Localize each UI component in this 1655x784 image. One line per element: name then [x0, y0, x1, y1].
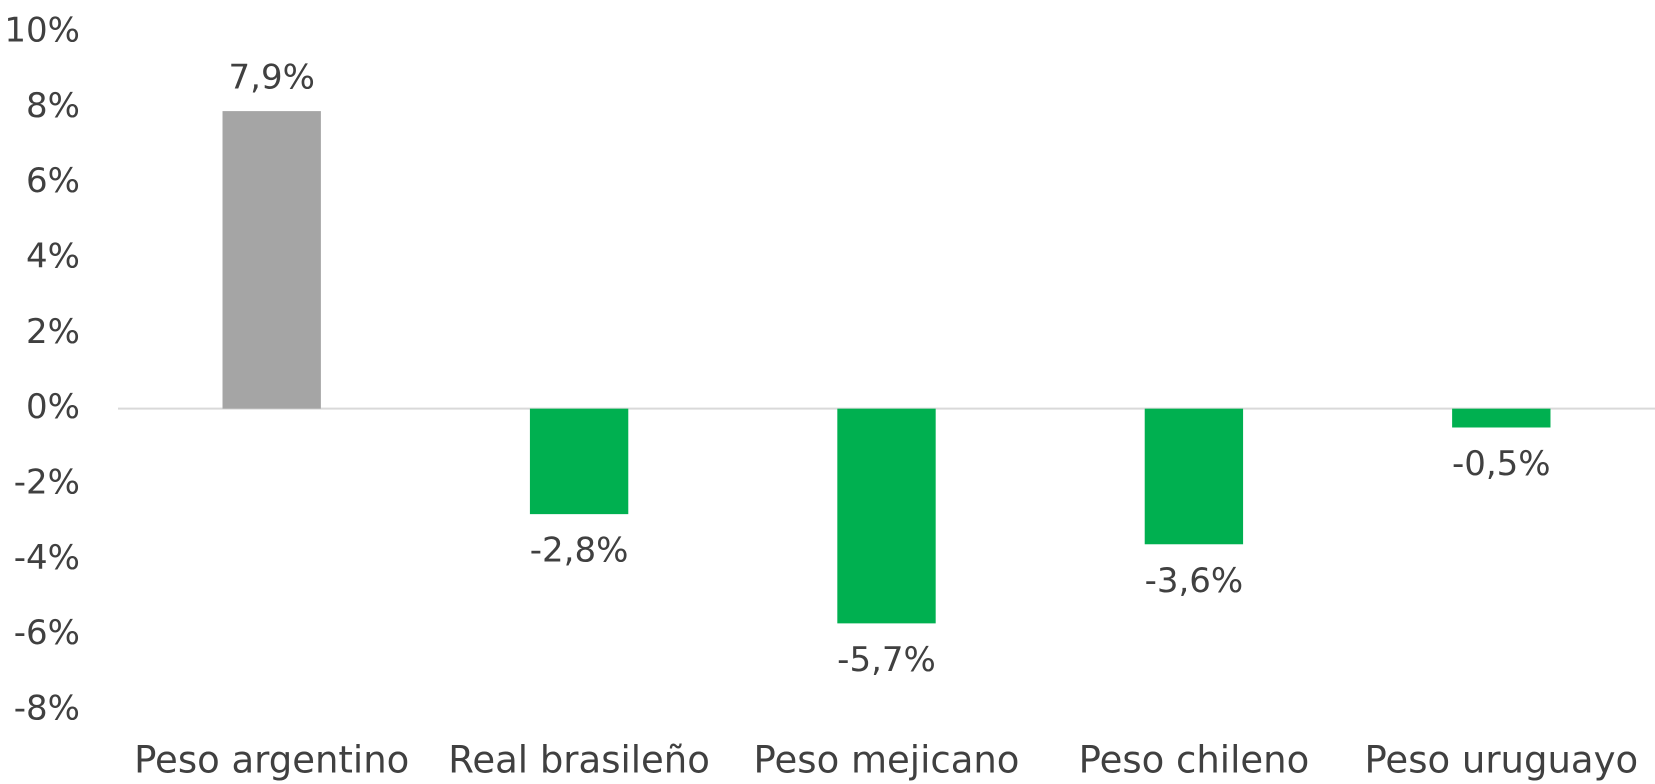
x-tick-label: Peso uruguayo [1364, 739, 1638, 782]
y-tick-label: 8% [26, 86, 80, 126]
x-tick-label: Peso chileno [1079, 739, 1310, 782]
y-tick-label: -4% [14, 538, 80, 578]
x-tick-label: Peso mejicano [754, 739, 1020, 782]
bar [837, 408, 936, 624]
value-label: -3,6% [1145, 561, 1244, 601]
y-tick-label: 6% [26, 161, 80, 201]
value-label: -5,7% [837, 640, 936, 680]
y-tick-label: 10% [4, 11, 80, 51]
bar [529, 408, 629, 515]
y-tick-label: -2% [14, 463, 80, 503]
bar [1452, 408, 1551, 428]
y-tick-label: 2% [26, 312, 80, 352]
value-label: -0,5% [1452, 444, 1551, 484]
x-tick-label: Real brasileño [448, 739, 710, 782]
value-label: 7,9% [229, 58, 315, 98]
x-tick-label: Peso argentino [134, 739, 409, 782]
y-tick-label: -8% [14, 689, 80, 729]
y-tick-label: 4% [26, 237, 80, 277]
bar [1144, 408, 1244, 545]
y-tick-label: -6% [14, 613, 80, 653]
y-tick-label: 0% [26, 387, 80, 427]
bar [222, 111, 321, 409]
value-label: -2,8% [530, 531, 629, 571]
